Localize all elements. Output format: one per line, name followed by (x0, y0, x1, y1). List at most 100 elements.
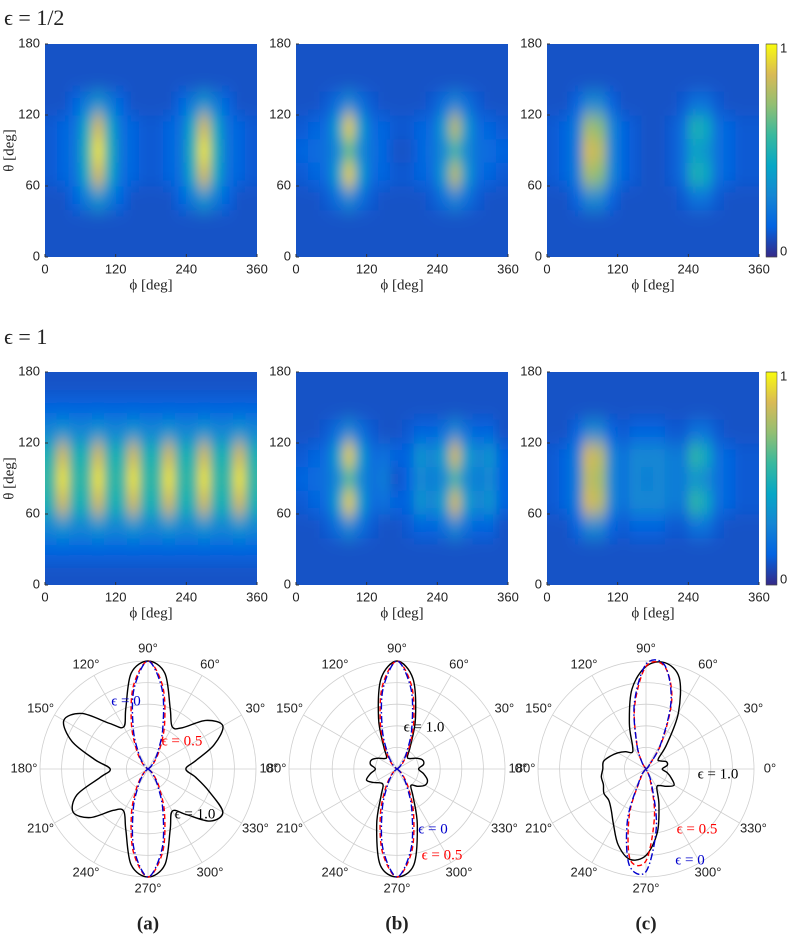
heatmap-cell (641, 115, 654, 140)
heatmap-cell (151, 91, 164, 116)
heatmap-cell (92, 67, 105, 92)
y-tick-label: 120 (269, 434, 291, 449)
heatmap-cell (151, 67, 164, 92)
heatmap-cell (484, 44, 497, 69)
heatmap-cell (629, 395, 642, 420)
heatmap-cell (484, 443, 497, 468)
heatmap-cell (747, 186, 759, 211)
heatmap-cell (617, 514, 630, 539)
heatmap-cell (331, 115, 344, 140)
heatmap-cell (233, 561, 246, 585)
heatmap-cell (605, 561, 619, 585)
y-tick-label: 60 (528, 177, 542, 192)
heatmap-cell (711, 561, 725, 585)
heatmap-cell (676, 115, 689, 140)
heatmap-cell (484, 514, 497, 539)
heatmap-cell (653, 67, 666, 92)
heatmap-cell (425, 395, 438, 420)
y-tick-label: 0 (535, 576, 542, 591)
heatmap-cell (711, 186, 725, 211)
heatmap-cell (354, 209, 368, 234)
y-tick-label: 0 (535, 248, 542, 263)
heatmap-cell (735, 537, 748, 562)
heatmap-cell (472, 115, 485, 140)
heatmap-cell (570, 372, 583, 397)
heatmap-cell (496, 537, 508, 562)
heatmap-cell (594, 186, 607, 211)
heatmap-cell (68, 372, 81, 397)
heatmap-cell (343, 91, 356, 116)
angle-label: 240° (322, 864, 349, 879)
angle-label: 270° (135, 880, 162, 895)
heatmap-cell (570, 443, 583, 468)
heatmap-cell (747, 91, 759, 116)
heatmap-cell (162, 44, 176, 69)
heatmap-cell (676, 209, 689, 234)
heatmap-cell (103, 514, 117, 539)
heatmap-cell (449, 162, 462, 187)
heatmap-cell (460, 209, 474, 234)
heatmap-cell (56, 466, 70, 491)
heatmap-cell (56, 91, 70, 116)
heatmap-cell (92, 537, 105, 562)
heatmap-cell (594, 233, 607, 257)
heatmap-cell (198, 91, 211, 116)
heatmap-cell (711, 138, 725, 163)
heatmap-cell (496, 162, 508, 187)
heatmap-cell (115, 233, 128, 257)
heatmap-cell (139, 67, 152, 92)
heatmap-cell (186, 466, 199, 491)
heatmap-cell (472, 233, 485, 257)
heatmap-cell (319, 91, 332, 116)
x-tick-label: 120 (105, 589, 127, 604)
heatmap-cell (115, 115, 128, 140)
heatmap-cell (319, 372, 332, 397)
heatmap-cell (221, 395, 234, 420)
heatmap-cell (354, 514, 368, 539)
heatmap-cell (198, 490, 211, 515)
heatmap-cell (449, 233, 462, 257)
heatmap-cell (558, 138, 572, 163)
heatmap-cell (653, 209, 666, 234)
heatmap-cell (437, 138, 450, 163)
heatmap-cell (711, 443, 725, 468)
heatmap-cell (68, 419, 81, 444)
angle-label: 0° (764, 760, 776, 775)
heatmap-cell (570, 561, 583, 585)
heatmap-cell (558, 233, 572, 257)
heatmap-cell (209, 162, 223, 187)
heatmap-cell (629, 115, 642, 140)
heatmap-cell (92, 115, 105, 140)
heatmap-cell (558, 537, 572, 562)
angle-label: 300° (197, 864, 224, 879)
heatmap-cell (653, 419, 666, 444)
heatmap-cell (641, 233, 654, 257)
heatmap-cell (198, 537, 211, 562)
heatmap-cell (174, 91, 187, 116)
heatmap-cell (700, 514, 713, 539)
heatmap-cell (496, 561, 508, 585)
heatmap-cell (343, 162, 356, 187)
heatmap-cell (723, 419, 736, 444)
heatmap-cell (366, 514, 379, 539)
heatmap-cell (437, 466, 450, 491)
heatmap-cell (664, 443, 678, 468)
heatmap-cell (343, 138, 356, 163)
heatmap-cell (484, 115, 497, 140)
heatmap-cell (723, 233, 736, 257)
heatmap-cell (582, 233, 595, 257)
angle-label: 120° (571, 657, 598, 672)
heatmap-cell (413, 514, 427, 539)
heatmap-cell (711, 514, 725, 539)
heatmap-cell (676, 162, 689, 187)
heatmap-cell (484, 91, 497, 116)
heatmap-cell (676, 186, 689, 211)
heatmap-cell (319, 395, 332, 420)
heatmap-cell (245, 162, 257, 187)
heatmap-cell (115, 67, 128, 92)
heatmap-cell (209, 233, 223, 257)
heatmap-cell (496, 67, 508, 92)
heatmap-cell (92, 466, 105, 491)
heatmap-cell (151, 490, 164, 515)
x-axis-label: ϕ [deg] (380, 277, 423, 293)
